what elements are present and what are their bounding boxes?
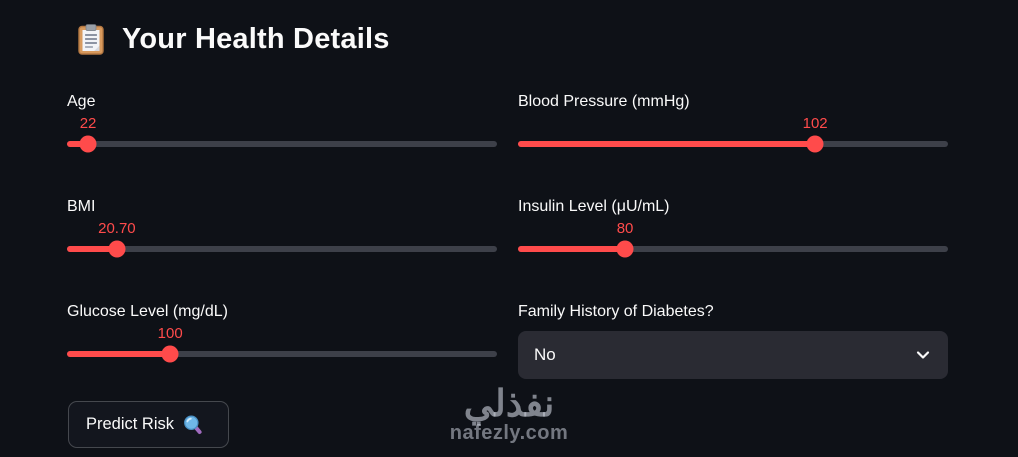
- slider-field-insulin: Insulin Level (μU/mL) 80: [518, 197, 948, 302]
- slider-thumb-age[interactable]: [79, 135, 97, 153]
- page-title: Your Health Details: [122, 23, 390, 55]
- slider-track-insulin[interactable]: [518, 246, 948, 252]
- form-grid: Age 22 Blood Pressure (mmHg) 102 BMI 20.…: [67, 92, 948, 407]
- slider-thumb-glucose[interactable]: [161, 345, 179, 363]
- family-history-selected-value: No: [534, 345, 556, 364]
- chevron-down-icon: [914, 346, 932, 364]
- predict-risk-label: Predict Risk: [86, 415, 175, 433]
- select-field-family-history: Family History of Diabetes? No: [518, 302, 948, 407]
- slider-thumb-blood-pressure[interactable]: [806, 135, 824, 153]
- slider-field-glucose: Glucose Level (mg/dL) 100: [67, 302, 497, 407]
- slider-value-age: 22: [79, 115, 97, 132]
- slider-label-blood-pressure: Blood Pressure (mmHg): [518, 93, 690, 110]
- slider-field-age: Age 22: [67, 92, 497, 197]
- slider-fill-bmi: [67, 246, 117, 252]
- slider-label-age: Age: [67, 93, 96, 110]
- slider-value-insulin: 80: [616, 220, 634, 237]
- slider-fill-glucose: [67, 351, 171, 357]
- slider-track-blood-pressure[interactable]: [518, 141, 948, 147]
- slider-value-bmi: 20.70: [98, 220, 136, 237]
- predict-risk-button[interactable]: Predict Risk: [68, 401, 229, 448]
- select-label-family-history: Family History of Diabetes?: [518, 303, 714, 320]
- slider-track-bmi[interactable]: [67, 246, 497, 252]
- clipboard-icon: [78, 24, 104, 55]
- slider-field-bmi: BMI 20.70: [67, 197, 497, 302]
- slider-thumb-insulin[interactable]: [616, 240, 634, 258]
- slider-label-bmi: BMI: [67, 198, 96, 215]
- slider-track-age[interactable]: [67, 141, 497, 147]
- slider-fill-age: [67, 141, 89, 147]
- slider-fill-insulin: [518, 246, 626, 252]
- slider-value-glucose: 100: [157, 325, 183, 342]
- family-history-select[interactable]: No: [518, 331, 948, 379]
- slider-fill-blood-pressure: [518, 141, 816, 147]
- magnifying-glass-icon: [183, 415, 203, 435]
- slider-label-glucose: Glucose Level (mg/dL): [67, 303, 228, 320]
- slider-value-blood-pressure: 102: [802, 115, 828, 132]
- slider-label-insulin: Insulin Level (μU/mL): [518, 198, 670, 215]
- slider-field-blood-pressure: Blood Pressure (mmHg) 102: [518, 92, 948, 197]
- slider-thumb-bmi[interactable]: [108, 240, 126, 258]
- page-header: Your Health Details: [78, 23, 390, 56]
- slider-track-glucose[interactable]: [67, 351, 497, 357]
